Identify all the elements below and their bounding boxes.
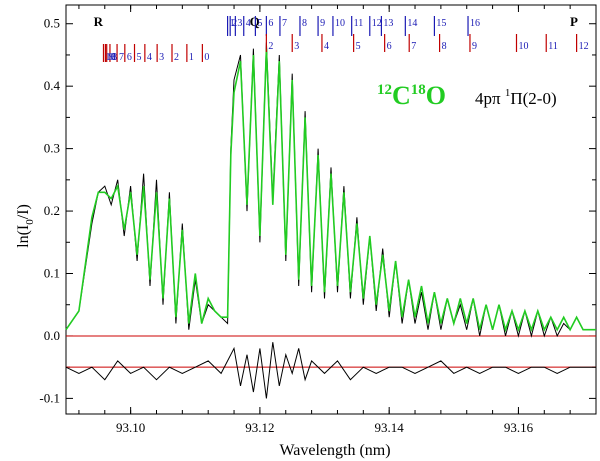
y-tick-label: 0.0 [44, 328, 60, 343]
q-branch-label: 13 [383, 18, 393, 29]
r-branch-label: 4 [147, 52, 152, 63]
q-branch-label: 4 [246, 18, 251, 29]
r-branch-label: 0 [204, 52, 209, 63]
r-branch-label: 2 [174, 52, 179, 63]
r-branch-label: 6 [127, 52, 132, 63]
r-branch-label: 9 [109, 52, 114, 63]
p-branch-label: 5 [356, 41, 361, 52]
p-branch-label: 2 [268, 41, 273, 52]
q-branch-label: 2 [232, 18, 237, 29]
svg-text:12C18O: 12C18O [377, 81, 446, 110]
p-branch-label: 3 [294, 41, 299, 52]
r-branch-label: 1 [189, 52, 194, 63]
q-branch-label: 3 [237, 18, 242, 29]
x-tick-label: 93.14 [375, 420, 405, 435]
q-branch-label: 16 [470, 18, 480, 29]
branch-label: Q [250, 14, 260, 29]
r-branch-label: 3 [159, 52, 164, 63]
r-branch-label: 7 [119, 52, 124, 63]
y-tick-label: 0.5 [44, 16, 60, 31]
q-branch-label: 14 [407, 18, 417, 29]
q-branch-label: 15 [436, 18, 446, 29]
svg-text:4pπ 1Π(2-0): 4pπ 1Π(2-0) [475, 87, 557, 108]
series-residual [65, 342, 596, 399]
y-tick-label: 0.3 [44, 141, 60, 156]
y-tick-label: 0.2 [44, 203, 60, 218]
p-branch-label: 8 [442, 41, 447, 52]
series-observed [65, 42, 596, 338]
p-branch-label: 12 [579, 41, 589, 52]
p-branch-label: 7 [411, 41, 416, 52]
r-branch-label: 5 [137, 52, 142, 63]
q-branch-label: 1 [230, 18, 235, 29]
p-branch-label: 9 [472, 41, 477, 52]
branch-label: R [94, 14, 104, 29]
y-tick-label: -0.1 [39, 390, 60, 405]
series-fit [65, 48, 596, 333]
r-branch-label: 10 [105, 52, 115, 63]
y-axis-label: ln(I0/I) [15, 204, 36, 248]
p-branch-label: 11 [548, 41, 558, 52]
x-axis-label: Wavelength (nm) [279, 442, 390, 459]
p-branch-label: 4 [324, 41, 329, 52]
q-branch-label: 12 [372, 18, 382, 29]
x-tick-label: 93.12 [245, 420, 274, 435]
p-branch-label: 10 [519, 41, 529, 52]
p-branch-label: 6 [387, 41, 392, 52]
x-tick-label: 93.10 [116, 420, 145, 435]
x-tick-label: 93.16 [504, 420, 534, 435]
q-branch-label: 9 [320, 18, 325, 29]
r-branch-label: 11 [107, 52, 117, 63]
y-tick-label: 0.1 [44, 266, 60, 281]
q-branch-label: 10 [335, 18, 345, 29]
q-branch-label: 11 [354, 18, 364, 29]
q-branch-label: 8 [302, 18, 307, 29]
y-tick-label: 0.4 [44, 78, 61, 93]
chart-title: 12C18O 4pπ 1Π(2-0) [377, 81, 557, 110]
q-branch-label: 7 [282, 18, 287, 29]
branch-label: P [570, 14, 578, 29]
r-branch-label: 8 [112, 52, 117, 63]
q-branch-label: 5 [257, 18, 262, 29]
plot-frame [65, 4, 597, 415]
q-branch-label: 6 [268, 18, 273, 29]
